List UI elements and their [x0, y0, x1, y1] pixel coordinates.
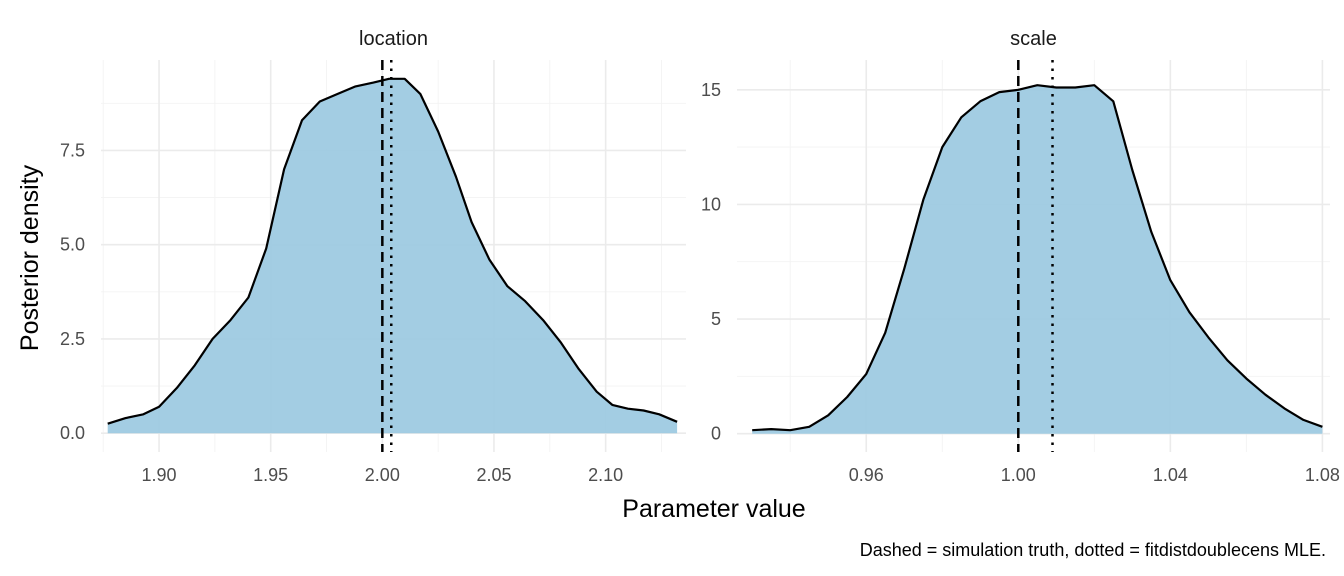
x-tick-label: 2.00: [365, 465, 400, 485]
y-tick-label: 5.0: [60, 235, 85, 255]
x-tick-label: 1.95: [253, 465, 288, 485]
density-area: [752, 85, 1323, 434]
y-tick-label: 0: [711, 424, 721, 444]
x-tick-label: 2.10: [588, 465, 623, 485]
y-axis-title: Posterior density: [16, 164, 44, 351]
panel-location: 1.90 1.95 2.00 2.05 2.10 0.0 2.5 5.0 7.5 location: [60, 28, 686, 485]
caption: Dashed = simulation truth, dotted = fitd…: [860, 540, 1326, 560]
density-line: [752, 84, 1323, 432]
x-tick-label: 2.05: [476, 465, 511, 485]
facet-title: scale: [1010, 28, 1057, 50]
density-line: [107, 77, 678, 425]
y-tick-label: 0.0: [60, 423, 85, 443]
x-axis-title: Parameter value: [622, 495, 805, 523]
x-tick-label: 1.90: [142, 465, 177, 485]
y-tick-label: 5: [711, 309, 721, 329]
facet-panels: 1.90 1.95 2.00 2.05 2.10 0.0 2.5 5.0 7.5 location…: [60, 28, 1340, 485]
y-tick-label: 10: [701, 194, 721, 214]
y-tick-label: 15: [701, 80, 721, 100]
x-tick-label: 1.00: [1001, 465, 1036, 485]
panel-scale: 0.96 1.00 1.04 1.08 0 5 10 15 scale: [701, 28, 1340, 485]
x-tick-label: 1.08: [1305, 465, 1340, 485]
x-tick-label: 0.96: [849, 465, 884, 485]
y-tick-label: 7.5: [60, 140, 85, 160]
x-tick-label: 1.04: [1153, 465, 1188, 485]
y-tick-label: 2.5: [60, 329, 85, 349]
facet-title: location: [359, 28, 428, 50]
